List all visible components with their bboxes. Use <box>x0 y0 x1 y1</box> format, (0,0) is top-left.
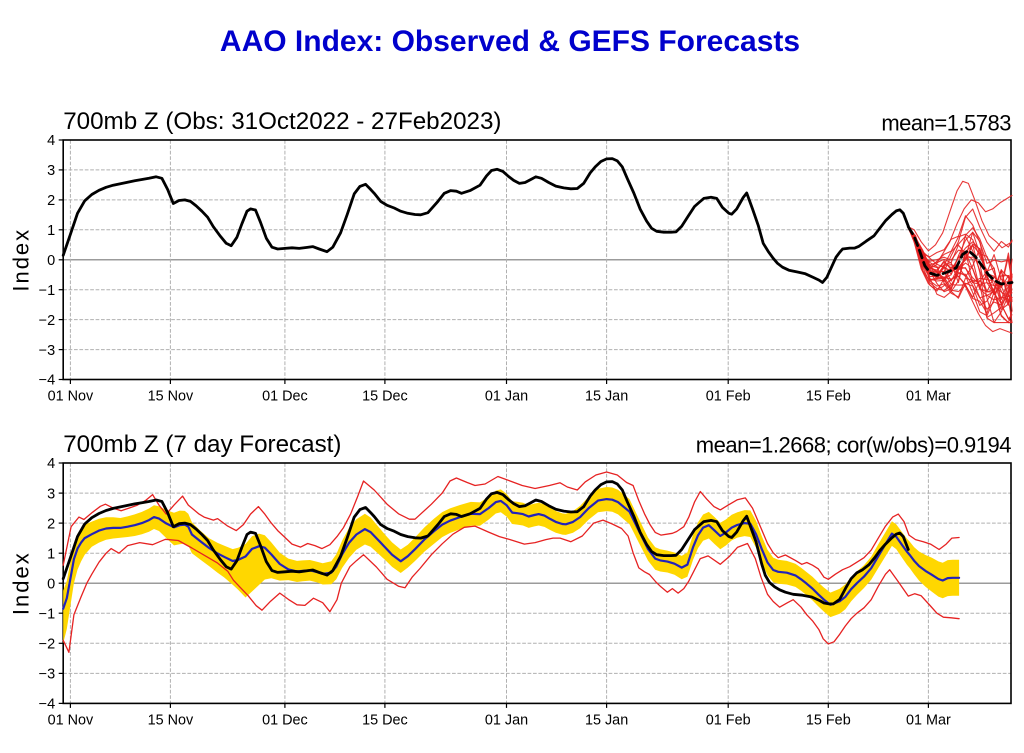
svg-text:01 Mar: 01 Mar <box>906 712 951 728</box>
svg-text:−4: −4 <box>39 697 56 713</box>
svg-text:4: 4 <box>47 456 55 472</box>
svg-text:01 Feb: 01 Feb <box>706 712 751 728</box>
svg-text:01 Nov: 01 Nov <box>48 712 94 728</box>
svg-text:15 Dec: 15 Dec <box>362 389 408 405</box>
svg-text:01 Dec: 01 Dec <box>262 389 308 405</box>
svg-text:15 Feb: 15 Feb <box>806 389 851 405</box>
svg-text:01 Feb: 01 Feb <box>706 389 751 405</box>
svg-text:AAO Index: Observed & GEFS For: AAO Index: Observed & GEFS Forecasts <box>220 25 800 58</box>
svg-text:mean=1.2668; cor(w/obs)=0.9194: mean=1.2668; cor(w/obs)=0.9194 <box>696 433 1011 458</box>
svg-text:0: 0 <box>47 576 55 592</box>
svg-text:3: 3 <box>47 163 55 179</box>
svg-text:1: 1 <box>47 223 55 239</box>
svg-text:15 Dec: 15 Dec <box>362 712 408 728</box>
svg-text:2: 2 <box>47 193 55 209</box>
svg-text:−3: −3 <box>39 667 56 683</box>
svg-text:−1: −1 <box>39 607 56 623</box>
svg-text:01 Dec: 01 Dec <box>262 712 308 728</box>
svg-text:15 Nov: 15 Nov <box>148 389 194 405</box>
svg-text:15 Jan: 15 Jan <box>585 712 628 728</box>
svg-text:0: 0 <box>47 253 55 269</box>
svg-text:−1: −1 <box>39 283 56 299</box>
svg-text:2: 2 <box>47 516 55 532</box>
svg-text:−2: −2 <box>39 313 56 329</box>
svg-text:700mb Z (7 day Forecast): 700mb Z (7 day Forecast) <box>63 431 341 458</box>
svg-text:−2: −2 <box>39 637 56 653</box>
svg-text:Index: Index <box>9 551 34 615</box>
svg-text:15 Feb: 15 Feb <box>806 712 851 728</box>
svg-text:01 Jan: 01 Jan <box>485 712 528 728</box>
svg-text:Index: Index <box>9 228 34 292</box>
svg-text:mean=1.5783: mean=1.5783 <box>881 111 1011 136</box>
svg-text:1: 1 <box>47 546 55 562</box>
svg-text:700mb Z (Obs: 31Oct2022 - 27Fe: 700mb Z (Obs: 31Oct2022 - 27Feb2023) <box>63 108 501 135</box>
svg-text:4: 4 <box>47 133 55 149</box>
svg-text:01 Nov: 01 Nov <box>48 389 94 405</box>
svg-text:15 Jan: 15 Jan <box>585 389 628 405</box>
svg-text:−4: −4 <box>39 373 56 389</box>
svg-text:−3: −3 <box>39 343 56 359</box>
svg-text:15 Nov: 15 Nov <box>148 712 194 728</box>
svg-text:3: 3 <box>47 486 55 502</box>
svg-text:01 Jan: 01 Jan <box>485 389 528 405</box>
svg-text:01 Mar: 01 Mar <box>906 389 951 405</box>
